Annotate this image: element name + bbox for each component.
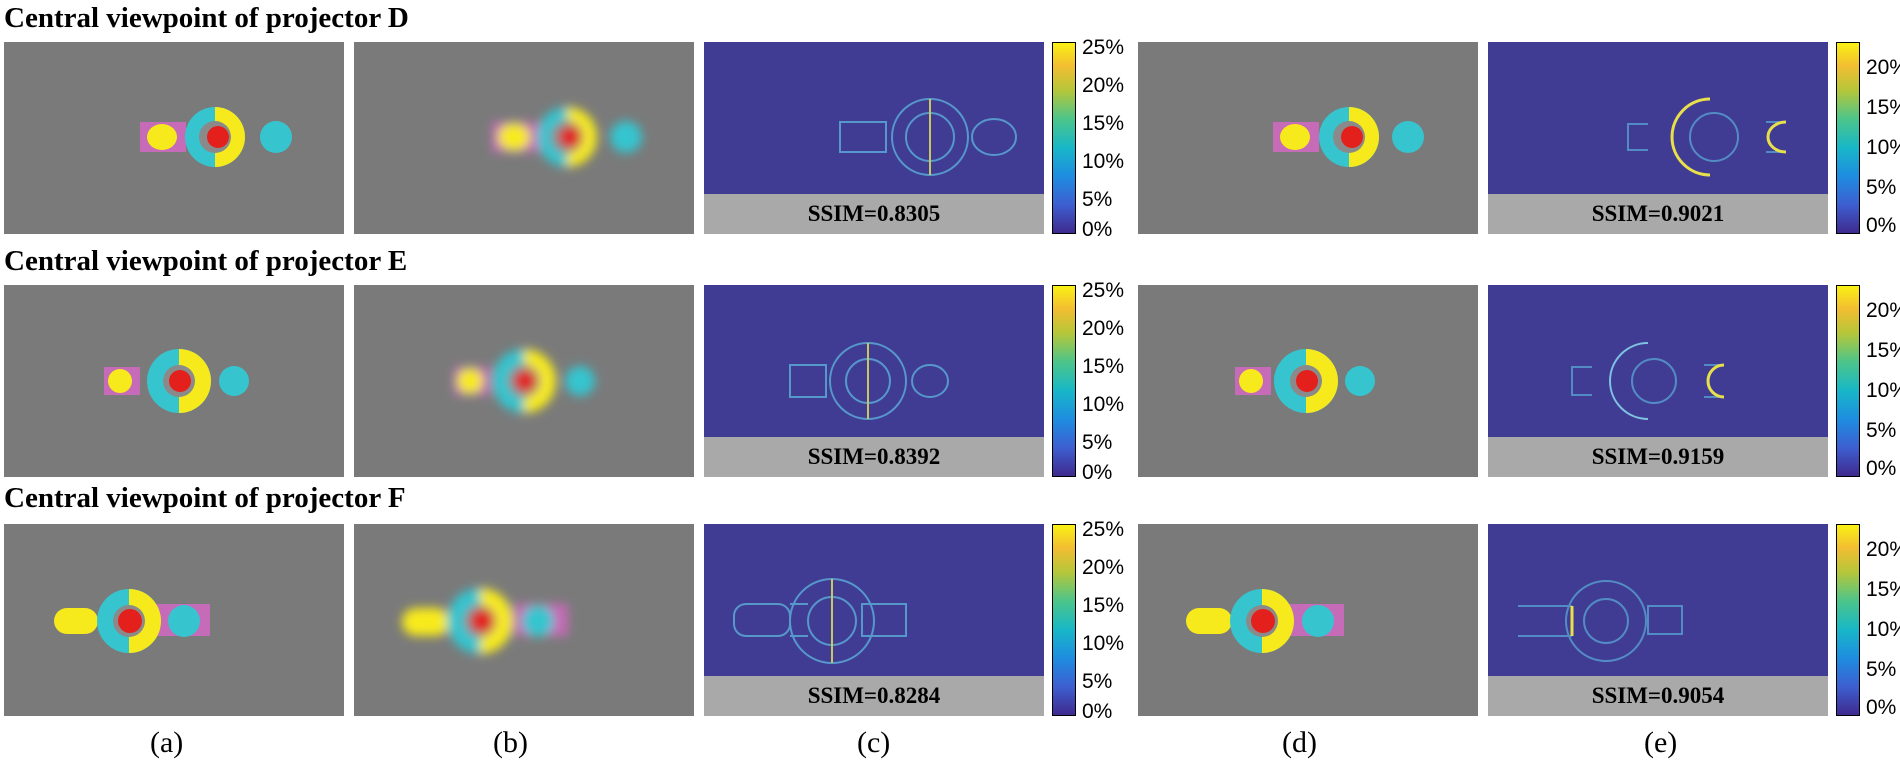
error-map-e-projector-f: SSIM=0.9054 <box>1488 524 1828 716</box>
colorbar-e-f-tick-15: 15% <box>1866 578 1900 601</box>
colorbar-c-f-tick-0: 0% <box>1082 700 1113 723</box>
error-map-e-projector-d: SSIM=0.9021 <box>1488 42 1828 234</box>
image-a-projector-f <box>4 524 344 716</box>
colorbar-c-e-tick-25: 25% <box>1082 279 1125 302</box>
colorbar-c-f-tick-25: 25% <box>1082 518 1125 541</box>
subfigure-label-d: (d) <box>1282 726 1317 759</box>
colorbar-e-d-tick-5: 5% <box>1866 176 1897 199</box>
colorbar-e-e-tick-15: 15% <box>1866 339 1900 362</box>
colorbar-c-e-tick-10: 10% <box>1082 393 1125 416</box>
ssim-value-c-projector-f: SSIM=0.8284 <box>704 676 1044 716</box>
colorbar-c-f-tick-10: 10% <box>1082 632 1125 655</box>
image-a-projector-e <box>4 285 344 477</box>
ssim-value-e-projector-e: SSIM=0.9159 <box>1488 437 1828 477</box>
colorbar-c-projector-f <box>1052 524 1076 716</box>
error-map-c-projector-d: SSIM=0.8305 <box>704 42 1044 234</box>
error-map-c-projector-f: SSIM=0.8284 <box>704 524 1044 716</box>
colorbar-c-f-tick-5: 5% <box>1082 670 1113 693</box>
image-a-projector-d <box>4 42 344 234</box>
image-d-projector-f <box>1138 524 1478 716</box>
colorbar-c-e-tick-5: 5% <box>1082 431 1113 454</box>
colorbar-e-projector-e <box>1836 285 1860 477</box>
colorbar-e-d-tick-20: 20% <box>1866 56 1900 79</box>
colorbar-c-e-tick-20: 20% <box>1082 317 1125 340</box>
row-title-d: Central viewpoint of projector D <box>4 2 409 34</box>
ssim-value-c-projector-d: SSIM=0.8305 <box>704 194 1044 234</box>
ssim-value-c-projector-e: SSIM=0.8392 <box>704 437 1044 477</box>
colorbar-e-projector-d <box>1836 42 1860 234</box>
colorbar-c-d-tick-0: 0% <box>1082 218 1113 241</box>
subfigure-label-c: (c) <box>857 726 891 759</box>
colorbar-c-d-tick-25: 25% <box>1082 36 1125 59</box>
colorbar-c-d-tick-15: 15% <box>1082 112 1125 135</box>
colorbar-c-d-tick-5: 5% <box>1082 188 1113 211</box>
colorbar-e-f-tick-5: 5% <box>1866 658 1897 681</box>
colorbar-e-projector-f <box>1836 524 1860 716</box>
error-map-e-projector-e: SSIM=0.9159 <box>1488 285 1828 477</box>
image-d-projector-e <box>1138 285 1478 477</box>
colorbar-e-d-tick-0: 0% <box>1866 214 1897 237</box>
colorbar-c-projector-e <box>1052 285 1076 477</box>
colorbar-e-e-tick-5: 5% <box>1866 419 1897 442</box>
colorbar-e-e-tick-10: 10% <box>1866 379 1900 402</box>
image-b-projector-e <box>354 285 694 477</box>
subfigure-label-e: (e) <box>1644 726 1678 759</box>
colorbar-c-e-tick-0: 0% <box>1082 461 1113 484</box>
row-title-f: Central viewpoint of projector F <box>4 482 406 514</box>
colorbar-c-d-tick-10: 10% <box>1082 150 1125 173</box>
colorbar-c-f-tick-15: 15% <box>1082 594 1125 617</box>
colorbar-e-f-tick-20: 20% <box>1866 538 1900 561</box>
image-d-projector-d <box>1138 42 1478 234</box>
subfigure-label-a: (a) <box>150 726 184 759</box>
colorbar-e-f-tick-10: 10% <box>1866 618 1900 641</box>
ssim-value-e-projector-f: SSIM=0.9054 <box>1488 676 1828 716</box>
colorbar-e-e-tick-20: 20% <box>1866 299 1900 322</box>
colorbar-e-e-tick-0: 0% <box>1866 457 1897 480</box>
row-title-e: Central viewpoint of projector E <box>4 245 408 277</box>
image-b-projector-d <box>354 42 694 234</box>
colorbar-c-d-tick-20: 20% <box>1082 74 1125 97</box>
colorbar-e-f-tick-0: 0% <box>1866 696 1897 719</box>
colorbar-c-projector-d <box>1052 42 1076 234</box>
ssim-value-e-projector-d: SSIM=0.9021 <box>1488 194 1828 234</box>
colorbar-c-e-tick-15: 15% <box>1082 355 1125 378</box>
colorbar-e-d-tick-10: 10% <box>1866 136 1900 159</box>
subfigure-label-b: (b) <box>493 726 528 759</box>
image-b-projector-f <box>354 524 694 716</box>
error-map-c-projector-e: SSIM=0.8392 <box>704 285 1044 477</box>
colorbar-c-f-tick-20: 20% <box>1082 556 1125 579</box>
colorbar-e-d-tick-15: 15% <box>1866 96 1900 119</box>
